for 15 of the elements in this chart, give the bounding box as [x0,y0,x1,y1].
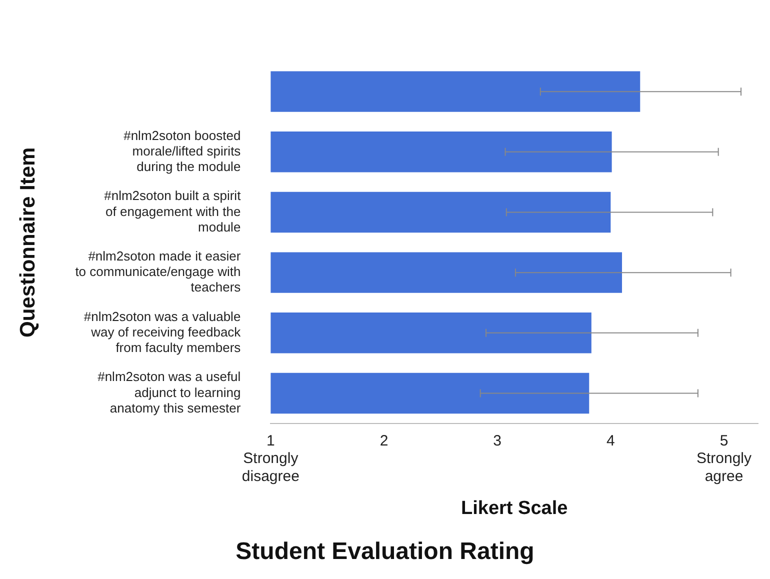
text: Strongly disagree [242,450,300,486]
x-axis-title: Likert Scale [461,498,568,520]
y-tick-label: #nlm2soton built a spirit of engagement with the module [104,188,242,234]
x-tick-label: 3 [493,432,502,450]
y-tick-label: #nlm2soton made it easier to communicate/engage with teachers [75,248,242,295]
x-tick-label: 5 [720,432,728,450]
y-tick-label: #nlm2soton was a useful adjunct to learning anatomy this semester [98,369,242,416]
y-tick-label: #nlm2soton was a valuable way of receiving feedback from faculty members [84,308,242,356]
text: Student Evaluation Rating [236,538,534,566]
x-tick-label: 1 [266,432,275,450]
y-tick-label: #nlm2soton boosted morale/lifted spirits during the module [124,128,242,174]
x-tick-label: 2 [380,432,388,450]
text: Strongly agree [696,450,752,486]
x-tick-label: 4 [606,432,615,450]
y-axis-title: Questionnaire Item [16,147,40,338]
